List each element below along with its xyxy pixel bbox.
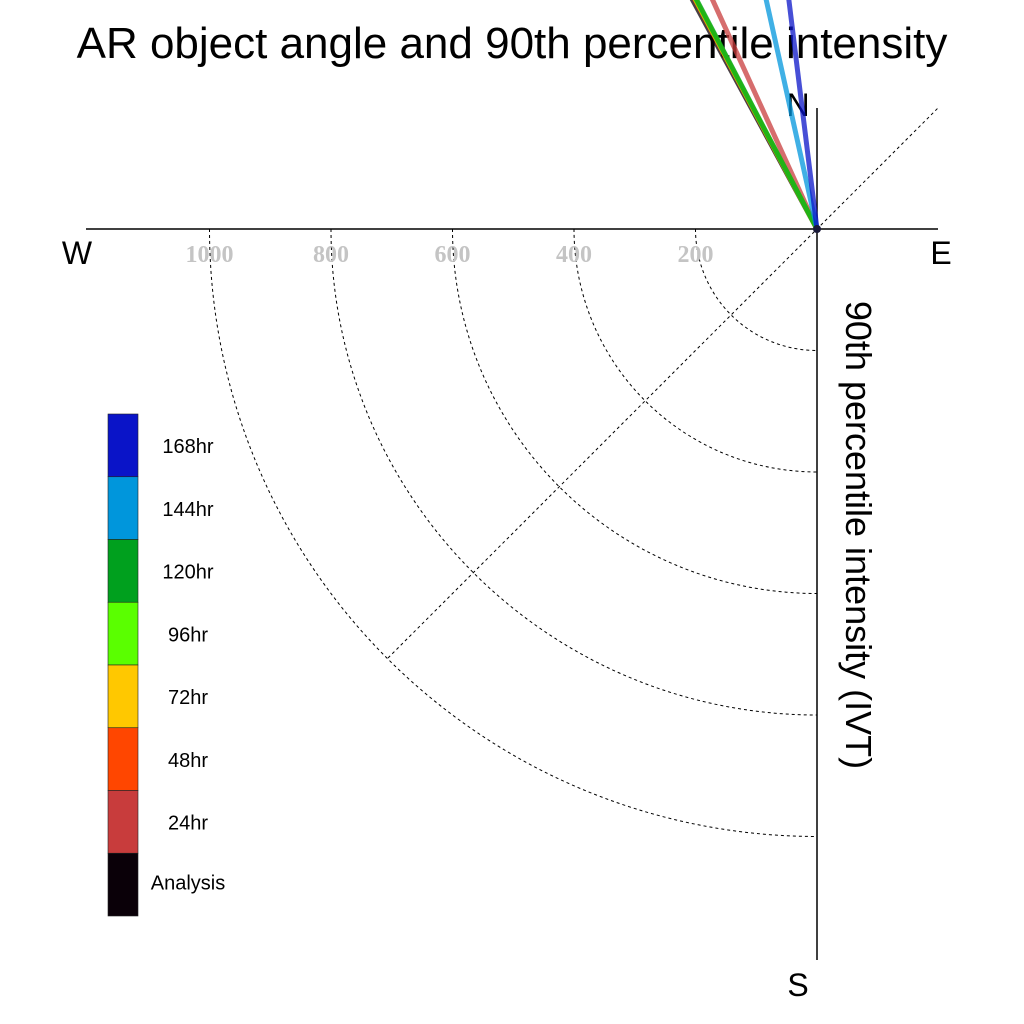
origin-point xyxy=(813,225,821,233)
legend-label: 72hr xyxy=(168,687,208,709)
east-label: E xyxy=(930,235,951,271)
legend-swatch-168hr xyxy=(107,413,139,478)
radial-grid xyxy=(209,228,818,837)
series-lines xyxy=(689,0,821,233)
south-label: S xyxy=(787,967,808,1003)
radial-tick-label: 400 xyxy=(556,242,592,268)
legend-swatch-120hr xyxy=(107,539,139,603)
radial-tick-label: 800 xyxy=(313,242,349,268)
legend-swatch-96hr xyxy=(107,601,139,666)
legend-label: 96hr xyxy=(168,624,208,646)
legend-label: 24hr xyxy=(168,813,208,835)
legend-swatch-48hr xyxy=(107,727,139,791)
west-label: W xyxy=(62,235,93,271)
y-axis-label: 90th percentile intensity (IVT) xyxy=(838,301,879,769)
radial-tick-label: 1000 xyxy=(186,242,234,268)
series-line-168hr xyxy=(786,0,820,232)
legend-label: 120hr xyxy=(162,562,213,584)
grid-ring xyxy=(573,228,818,473)
series-line-24hr xyxy=(709,0,820,232)
legend-label: 168hr xyxy=(162,436,213,458)
legend-label: Analysis xyxy=(151,872,225,894)
radial-tick-label: 600 xyxy=(435,242,471,268)
chart-title: AR object angle and 90th percentile inte… xyxy=(77,19,948,68)
legend-swatch-analysis xyxy=(107,852,139,917)
legend-label: 48hr xyxy=(168,750,208,772)
legend-swatch-24hr xyxy=(107,790,139,854)
legend-swatch-72hr xyxy=(107,664,139,729)
series-line-120hr xyxy=(693,0,820,232)
legend: 168hr 144hr 120hr 96hr 72hr 48hr 24hr Analysis xyxy=(107,413,225,917)
grid-ring xyxy=(452,228,818,594)
diagonal-reference-line xyxy=(387,107,939,659)
grid-ring xyxy=(209,228,818,837)
legend-swatch-144hr xyxy=(107,476,139,540)
radial-tick-labels: 200 400 600 800 1000 xyxy=(186,242,714,268)
radial-tick-label: 200 xyxy=(678,242,714,268)
legend-label: 144hr xyxy=(162,499,213,521)
series-line-144hr xyxy=(763,0,820,232)
grid-ring xyxy=(695,228,818,351)
grid-ring xyxy=(330,228,818,716)
